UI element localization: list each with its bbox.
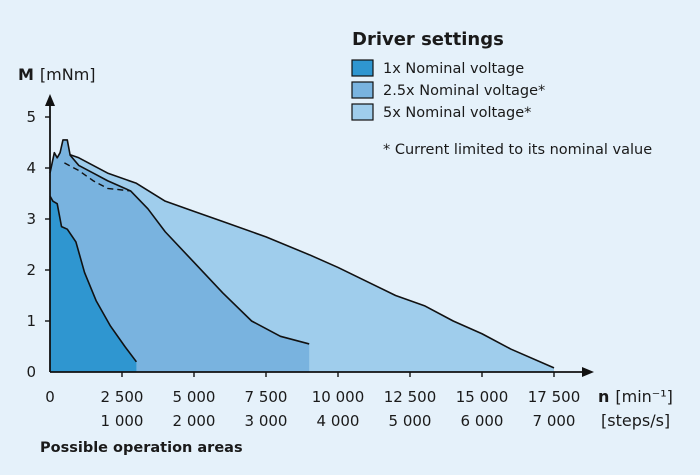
x-axis-arrow bbox=[582, 367, 594, 377]
series-areas bbox=[49, 139, 555, 372]
legend-swatch-5x-nominal-voltage bbox=[351, 103, 374, 121]
x-tick-label-secondary: 6 000 bbox=[461, 412, 504, 430]
chart-caption: Possible operation areas bbox=[40, 440, 243, 456]
x-axis-symbol: n bbox=[598, 387, 609, 406]
x-tick-label: 0 bbox=[45, 388, 55, 406]
dashed-line bbox=[64, 162, 131, 192]
x-tick-label: 17 500 bbox=[528, 388, 581, 406]
x-tick-label: 5 000 bbox=[173, 388, 216, 406]
y-axis-arrow bbox=[45, 94, 55, 106]
y-tick-label: 3 bbox=[26, 210, 36, 228]
x-tick-label: 15 000 bbox=[456, 388, 509, 406]
legend-label-5x-nominal-voltage: 5x Nominal voltage* bbox=[383, 105, 531, 121]
line-1x-nominal-voltage bbox=[49, 195, 138, 363]
x-tick-label-secondary: 7 000 bbox=[533, 412, 576, 430]
y-tick-label: 5 bbox=[26, 108, 36, 126]
x-tick-label: 2 500 bbox=[101, 388, 144, 406]
x-tick-label-secondary: 4 000 bbox=[317, 412, 360, 430]
y-tick-label: 1 bbox=[26, 312, 36, 330]
y-tick-label: 4 bbox=[26, 159, 36, 177]
x-tick-label-secondary: 5 000 bbox=[389, 412, 432, 430]
x-axis-unit: [min⁻¹] bbox=[615, 387, 673, 406]
legend-title: Driver settings bbox=[352, 29, 504, 50]
x-tick-label-secondary: 3 000 bbox=[245, 412, 288, 430]
area-1x-nominal-voltage bbox=[50, 196, 137, 372]
y-tick-label: 0 bbox=[26, 363, 36, 381]
tick-marks: 0 1 2 3 4 5 0 2 500 1 000 5 000 2 000 7 500 3 000 10 … bbox=[26, 108, 580, 430]
axes bbox=[45, 94, 594, 377]
x-tick-label: 12 500 bbox=[384, 388, 437, 406]
x-axis-label: n [min⁻¹] bbox=[598, 387, 673, 406]
legend: 1x Nominal voltage 2.5x Nominal voltage* 5… bbox=[351, 59, 545, 121]
x-tick-label: 7 500 bbox=[245, 388, 288, 406]
x-tick-label: 10 000 bbox=[312, 388, 365, 406]
x-axis-secondary-unit: [steps/s] bbox=[601, 411, 670, 430]
legend-swatch-2-5x-nominal-voltage bbox=[351, 81, 374, 99]
y-axis-symbol: M bbox=[18, 65, 34, 84]
y-tick-label: 2 bbox=[26, 261, 36, 279]
x-tick-label-secondary: 2 000 bbox=[173, 412, 216, 430]
legend-label-2-5x-nominal-voltage: 2.5x Nominal voltage* bbox=[383, 83, 545, 99]
footnote: * Current limited to its nominal value bbox=[383, 142, 652, 158]
dashed-curve bbox=[64, 162, 131, 192]
line-2-5x-nominal-voltage bbox=[49, 139, 310, 345]
legend-label-1x-nominal-voltage: 1x Nominal voltage bbox=[383, 61, 524, 77]
x-tick-label-secondary: 1 000 bbox=[101, 412, 144, 430]
line-5x-nominal-voltage bbox=[49, 151, 555, 369]
area-2-5x-nominal-voltage bbox=[50, 139, 310, 372]
y-axis-label: M [mNm] bbox=[18, 65, 96, 84]
y-axis-unit: [mNm] bbox=[40, 65, 96, 84]
legend-swatch-1x-nominal-voltage bbox=[351, 59, 374, 77]
